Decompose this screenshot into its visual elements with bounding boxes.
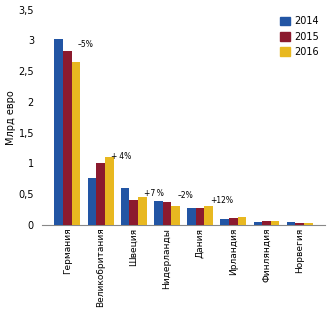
Bar <box>72 62 80 225</box>
Bar <box>220 219 229 225</box>
Bar <box>262 221 271 225</box>
Bar <box>88 177 96 225</box>
Text: + 4%: + 4% <box>111 152 131 161</box>
Text: –2%: –2% <box>177 191 193 200</box>
Text: +12%: +12% <box>211 196 233 205</box>
Bar <box>154 201 163 225</box>
Bar <box>304 223 312 225</box>
Legend: 2014, 2015, 2016: 2014, 2015, 2016 <box>278 14 321 59</box>
Bar <box>129 200 138 225</box>
Bar <box>121 188 129 225</box>
Bar <box>96 163 105 225</box>
Bar <box>205 207 213 225</box>
Bar <box>171 207 180 225</box>
Bar <box>287 223 295 225</box>
Bar <box>105 157 114 225</box>
Text: +7 %: +7 % <box>144 189 164 198</box>
Bar <box>254 223 262 225</box>
Bar <box>229 218 238 225</box>
Bar <box>196 208 205 225</box>
Text: –5%: –5% <box>78 40 94 49</box>
Bar <box>295 223 304 225</box>
Bar <box>63 51 72 225</box>
Y-axis label: Млрд евро: Млрд евро <box>6 90 16 145</box>
Bar <box>238 217 246 225</box>
Bar <box>187 208 196 225</box>
Bar <box>271 221 279 225</box>
Bar <box>138 197 147 225</box>
Bar <box>55 39 63 225</box>
Bar <box>163 202 171 225</box>
